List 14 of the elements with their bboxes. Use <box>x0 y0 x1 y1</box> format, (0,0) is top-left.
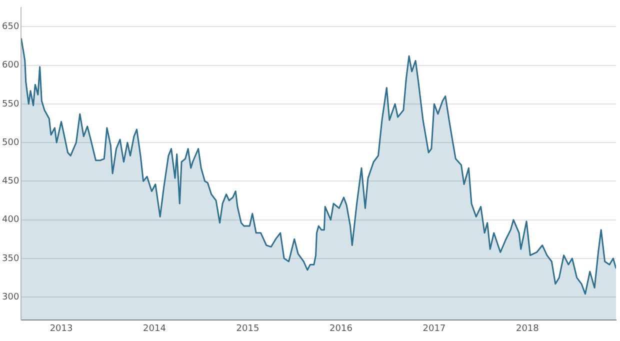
x-tick-label: 2014 <box>143 324 166 334</box>
y-tick-label: 650 <box>2 22 20 32</box>
x-tick-label: 2016 <box>330 324 353 334</box>
y-tick-label: 400 <box>2 215 20 226</box>
x-tick-label: 2018 <box>516 324 540 334</box>
y-tick-label: 350 <box>2 254 20 264</box>
x-tick-label: 2013 <box>50 324 73 334</box>
y-tick-label: 300 <box>2 292 20 302</box>
x-tick-label: 2015 <box>236 324 260 334</box>
y-tick-label: 600 <box>2 60 20 71</box>
y-tick-label: 450 <box>2 176 20 187</box>
y-tick-label: 550 <box>2 99 20 110</box>
y-tick-label: 500 <box>2 138 20 148</box>
x-tick-label: 2017 <box>422 324 446 334</box>
